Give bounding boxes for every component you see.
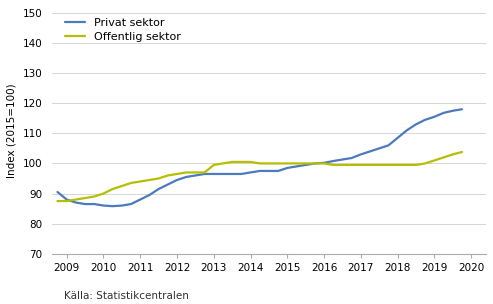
Privat sektor: [165, 183, 171, 186]
Privat sektor: [422, 118, 428, 122]
Privat sektor: [395, 136, 401, 140]
Offentlig sektor: [312, 162, 318, 165]
Offentlig sektor: [239, 160, 245, 164]
Offentlig sektor: [459, 150, 465, 154]
Privat sektor: [441, 111, 447, 115]
Privat sektor: [109, 204, 115, 208]
Offentlig sektor: [73, 198, 79, 201]
Privat sektor: [64, 198, 70, 201]
Text: Källa: Statistikcentralen: Källa: Statistikcentralen: [64, 291, 189, 301]
Line: Offentlig sektor: Offentlig sektor: [58, 152, 462, 201]
Privat sektor: [229, 172, 235, 176]
Offentlig sektor: [358, 163, 364, 167]
Privat sektor: [202, 172, 208, 176]
Privat sektor: [312, 162, 318, 165]
Offentlig sektor: [404, 163, 410, 167]
Privat sektor: [257, 169, 263, 173]
Privat sektor: [321, 161, 327, 165]
Privat sektor: [82, 202, 88, 206]
Offentlig sektor: [257, 162, 263, 165]
Privat sektor: [146, 193, 152, 197]
Offentlig sektor: [395, 163, 401, 167]
Offentlig sektor: [165, 174, 171, 177]
Privat sektor: [349, 156, 354, 160]
Privat sektor: [413, 123, 419, 126]
Offentlig sektor: [202, 171, 208, 174]
Offentlig sektor: [450, 153, 456, 156]
Offentlig sektor: [275, 162, 281, 165]
Line: Privat sektor: Privat sektor: [58, 109, 462, 206]
Privat sektor: [450, 109, 456, 112]
Privat sektor: [101, 204, 106, 207]
Privat sektor: [266, 169, 272, 173]
Privat sektor: [358, 153, 364, 156]
Offentlig sektor: [192, 171, 198, 174]
Legend: Privat sektor, Offentlig sektor: Privat sektor, Offentlig sektor: [62, 15, 184, 45]
Privat sektor: [330, 159, 336, 163]
Offentlig sektor: [330, 163, 336, 167]
Privat sektor: [431, 115, 437, 119]
Offentlig sektor: [431, 159, 437, 162]
Privat sektor: [293, 164, 299, 168]
Offentlig sektor: [137, 180, 143, 183]
Offentlig sektor: [229, 160, 235, 164]
Offentlig sektor: [247, 160, 253, 164]
Privat sektor: [183, 175, 189, 179]
Privat sektor: [340, 158, 346, 161]
Offentlig sektor: [303, 162, 309, 165]
Offentlig sektor: [55, 199, 61, 203]
Privat sektor: [174, 178, 180, 182]
Offentlig sektor: [211, 163, 217, 167]
Offentlig sektor: [266, 162, 272, 165]
Privat sektor: [192, 174, 198, 177]
Offentlig sektor: [284, 162, 290, 165]
Offentlig sektor: [82, 196, 88, 200]
Offentlig sektor: [349, 163, 354, 167]
Privat sektor: [156, 187, 162, 191]
Privat sektor: [367, 150, 373, 153]
Privat sektor: [239, 172, 245, 176]
Offentlig sektor: [293, 162, 299, 165]
Privat sektor: [404, 129, 410, 132]
Privat sektor: [459, 107, 465, 111]
Privat sektor: [91, 202, 97, 206]
Offentlig sektor: [340, 163, 346, 167]
Privat sektor: [275, 169, 281, 173]
Privat sektor: [73, 201, 79, 204]
Offentlig sektor: [441, 156, 447, 159]
Offentlig sektor: [386, 163, 391, 167]
Offentlig sektor: [101, 192, 106, 195]
Privat sektor: [303, 163, 309, 167]
Offentlig sektor: [367, 163, 373, 167]
Privat sektor: [211, 172, 217, 176]
Offentlig sektor: [64, 199, 70, 203]
Offentlig sektor: [321, 162, 327, 165]
Offentlig sektor: [128, 181, 134, 185]
Privat sektor: [247, 171, 253, 174]
Y-axis label: Index (2015=100): Index (2015=100): [7, 83, 17, 178]
Offentlig sektor: [413, 163, 419, 167]
Privat sektor: [220, 172, 226, 176]
Offentlig sektor: [220, 162, 226, 165]
Offentlig sektor: [109, 187, 115, 191]
Privat sektor: [386, 143, 391, 147]
Privat sektor: [376, 147, 382, 150]
Privat sektor: [128, 202, 134, 206]
Privat sektor: [119, 204, 125, 207]
Offentlig sektor: [174, 172, 180, 176]
Privat sektor: [55, 190, 61, 194]
Offentlig sektor: [91, 195, 97, 198]
Offentlig sektor: [156, 177, 162, 180]
Offentlig sektor: [183, 171, 189, 174]
Offentlig sektor: [422, 162, 428, 165]
Offentlig sektor: [376, 163, 382, 167]
Offentlig sektor: [146, 178, 152, 182]
Offentlig sektor: [119, 184, 125, 188]
Privat sektor: [284, 166, 290, 170]
Privat sektor: [137, 198, 143, 201]
